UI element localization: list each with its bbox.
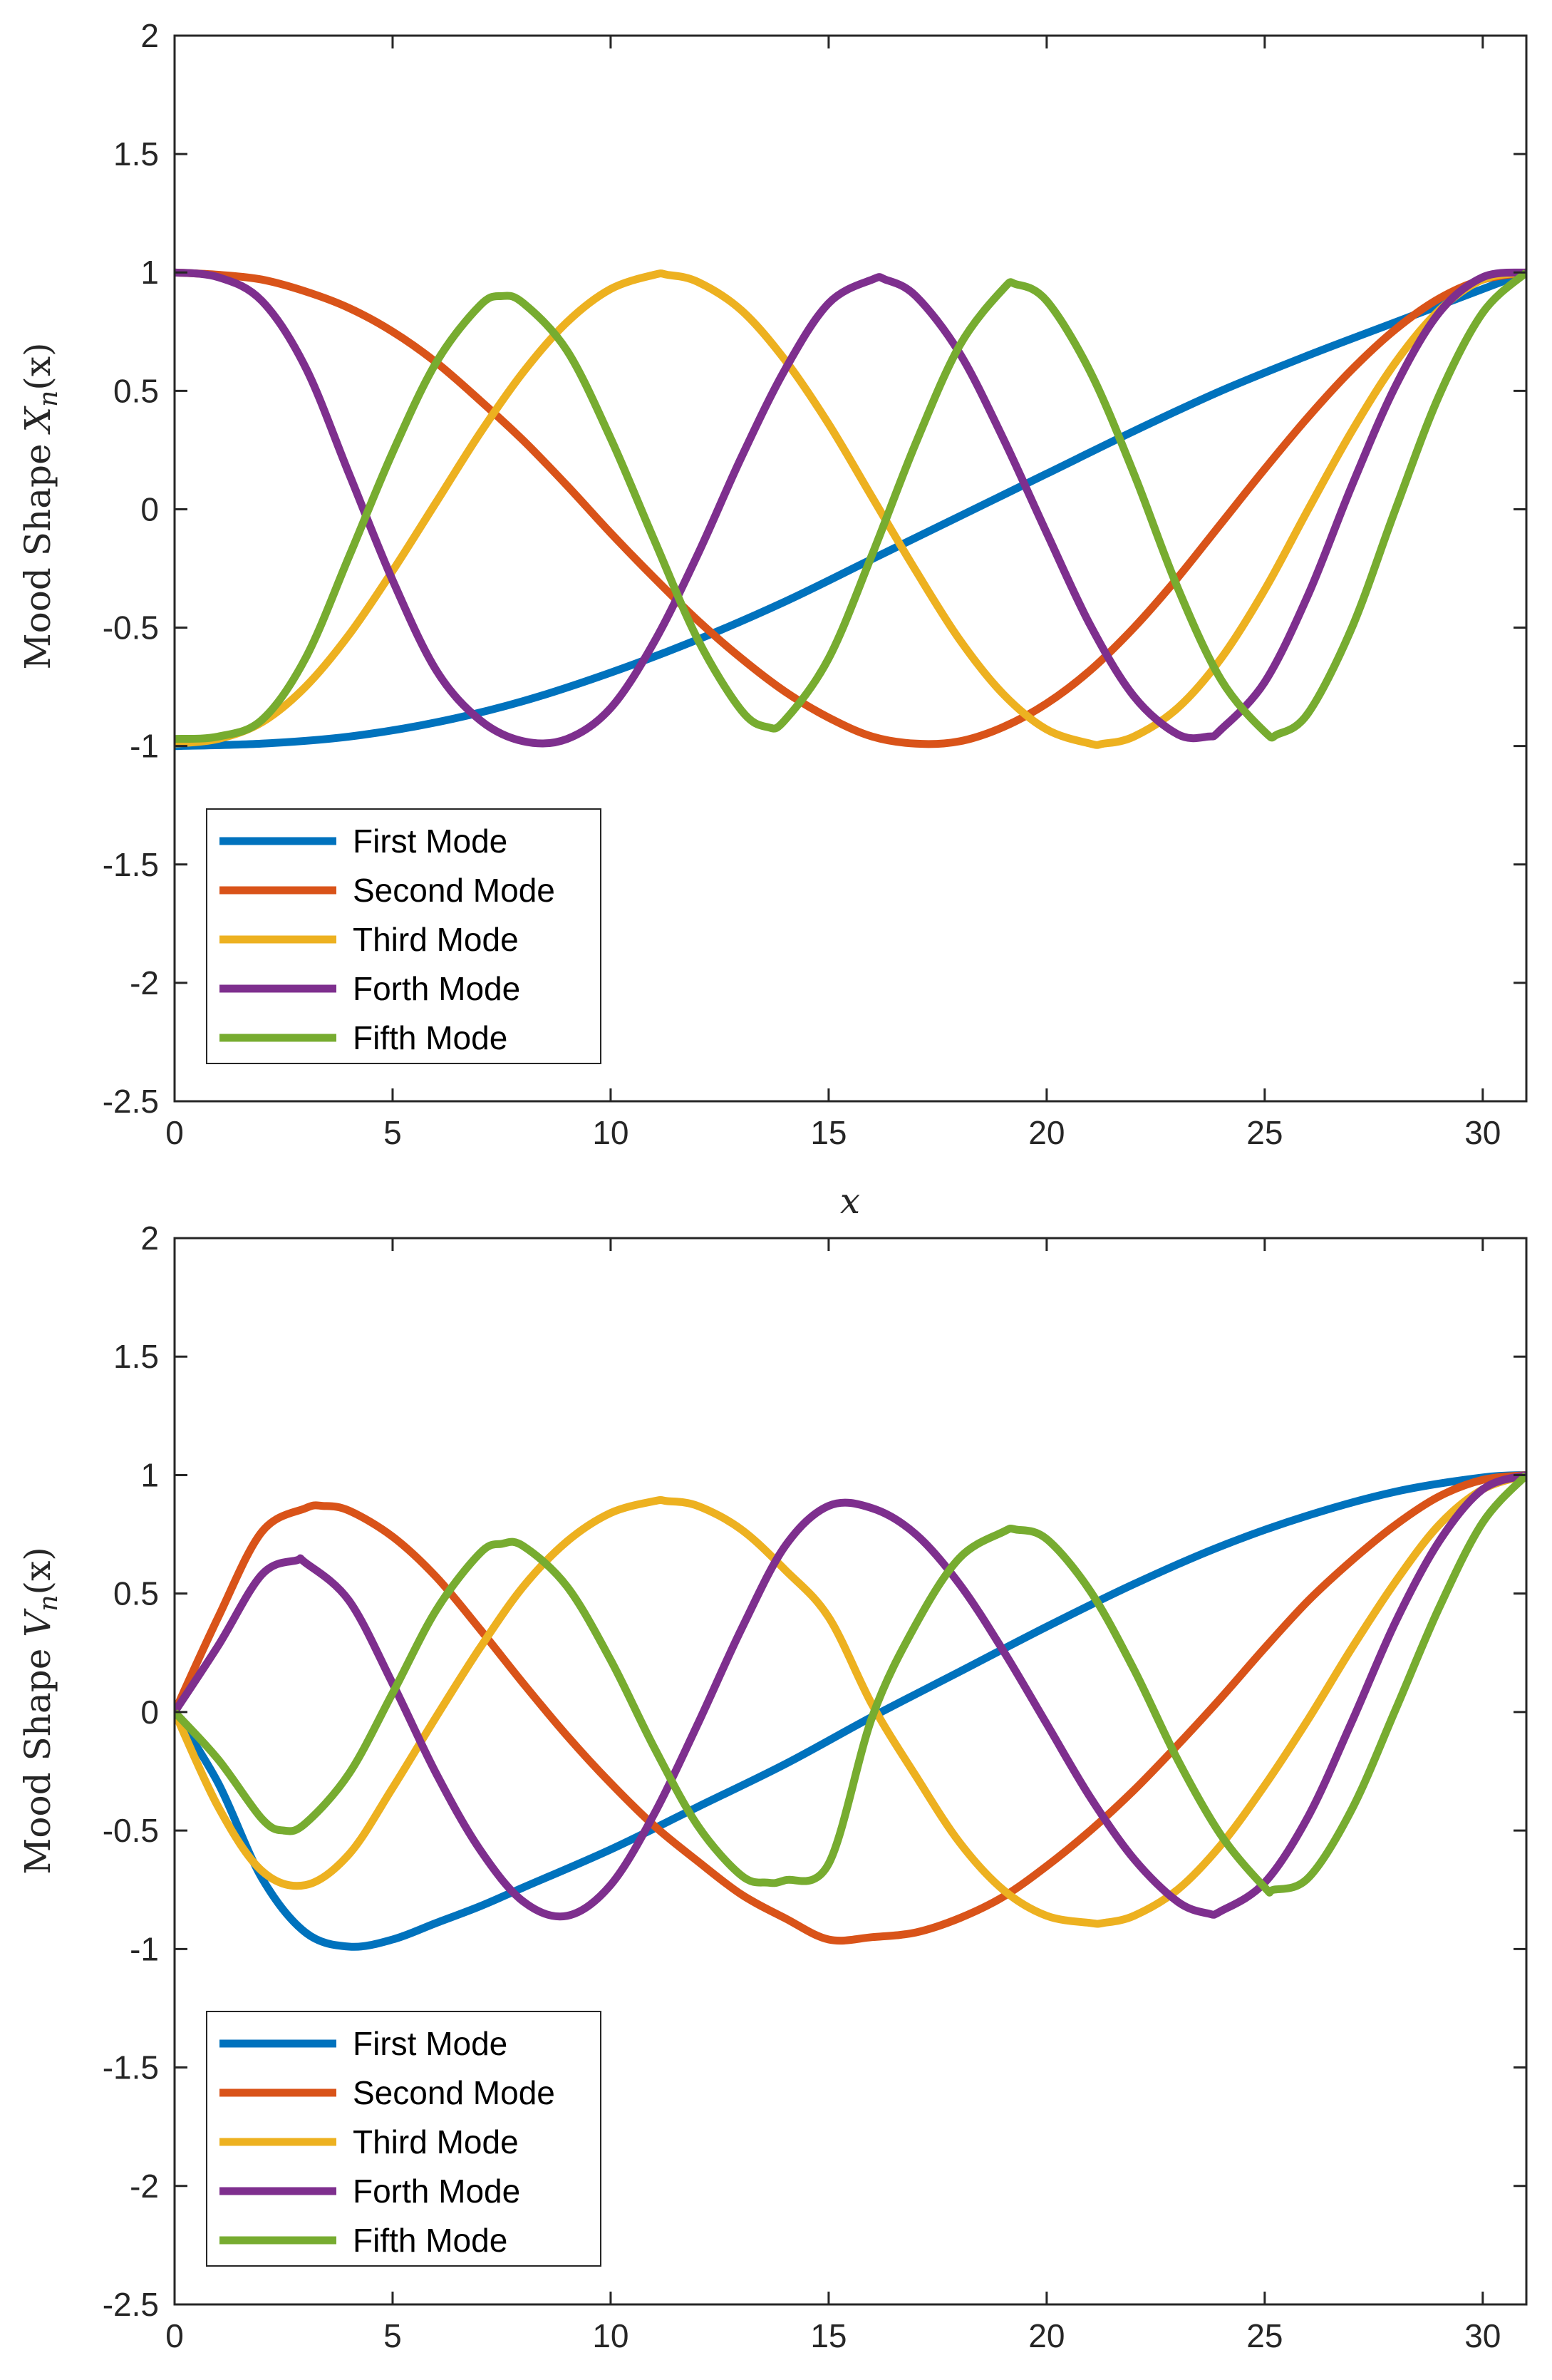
x-tick-label: 0 [165,1114,184,1151]
legend-entry-fifth-mode: Fifth Mode [219,1019,507,1056]
x-tick-label: 30 [1464,2317,1501,2354]
series-line-forth-mode [175,1471,1526,1921]
y-tick-label: -2.5 [103,1083,159,1120]
y-tick-label: 1.5 [113,1338,159,1375]
x-tick-label: 25 [1246,1114,1283,1151]
legend: First Mode Second Mode Third Mode Forth Mod… [206,2011,601,2267]
legend-entry-second-mode: Second Mode [219,2074,555,2111]
x-tick-label: 5 [383,1114,402,1151]
legend-entry-fifth-mode: Fifth Mode [219,2222,507,2259]
legend-label: Second Mode [353,872,555,909]
legend-entry-third-mode: Third Mode [219,2123,519,2160]
legend-label: First Mode [353,2025,507,2062]
legend-label: First Mode [353,823,507,860]
series-line-forth-mode [175,268,1526,748]
x-tick-label: 25 [1246,2317,1283,2354]
y-tick-label: -2.5 [103,2286,159,2323]
y-axis-label: Mood Shape Vn(x) [17,1547,63,1875]
x-tick-label: 15 [810,1114,847,1151]
y-axis-label-var: V [17,1608,58,1637]
series-line-third-mode [175,268,1526,749]
legend-entry-forth-mode: Forth Mode [219,970,520,1007]
legend-entry-forth-mode: Forth Mode [219,2173,520,2210]
y-axis-label-var: X [17,405,58,435]
plot-area-frame [173,34,1528,1103]
y-axis-label-arg: (x) [17,1547,58,1595]
y-axis-label-sub: n [34,391,63,407]
y-tick-label: -1.5 [103,846,159,883]
y-tick-label: -1 [130,728,159,765]
legend-label: Third Mode [353,921,519,958]
x-tick-label: 5 [383,2317,402,2354]
y-tick-label: -2 [130,2168,159,2205]
y-axis-label: Mood Shape Xn(x) [17,342,63,669]
x-tick-label: 20 [1028,2317,1065,2354]
series-layer [175,1470,1526,1951]
x-tick-label: 20 [1028,1114,1065,1151]
x-tick-label: 0 [165,2317,184,2354]
legend-entry-first-mode: First Mode [219,2025,507,2062]
legend-label: Forth Mode [353,2173,520,2210]
x-axis-label: x [840,1180,860,1222]
legend-label: Second Mode [353,2074,555,2111]
legend-label: Fifth Mode [353,2222,507,2259]
legend-entry-second-mode: Second Mode [219,872,555,909]
y-tick-label: 1 [140,254,159,291]
plot-area-frame [173,1237,1528,2306]
x-tick-label: 30 [1464,1114,1501,1151]
series-line-fifth-mode [175,269,1526,743]
x-tick-label: 10 [592,1114,628,1151]
legend-label: Fifth Mode [353,1019,507,1056]
legend: First Mode Second Mode Third Mode Forth Mod… [206,808,601,1064]
y-axis-label-prefix: Mood Shape [17,432,58,669]
y-tick-label: -0.5 [103,1812,159,1849]
y-tick-label: -1 [130,1930,159,1967]
axis-ticks: 0 5 10 15 20 25 30 -2.5 -2 -1.5 -1 -0.5 0 0.5 1 1.5 2 [103,1220,1526,2354]
y-axis-label-arg: (x) [17,342,58,390]
y-tick-label: 0.5 [113,372,159,409]
series-layer [175,268,1526,751]
legend-entry-third-mode: Third Mode [219,921,519,958]
legend-label: Forth Mode [353,970,520,1007]
x-tick-label: 15 [810,2317,847,2354]
series-line-fifth-mode [175,1472,1526,1897]
axis-ticks: 0 5 10 15 20 25 30 -2.5 -2 -1.5 -1 -0.5 0 0.5 1 1.5 2 [103,17,1526,1151]
y-tick-label: -2 [130,964,159,1001]
y-tick-label: -0.5 [103,609,159,646]
y-axis-label-prefix: Mood Shape [17,1637,58,1875]
series-line-second-mode [175,268,1526,748]
x-tick-label: 10 [592,2317,628,2354]
y-tick-label: 1.5 [113,135,159,172]
mode-shape-v-chart: 0 5 10 15 20 25 30 -2.5 -2 -1.5 -1 -0.5 0 0.5 1 1.5 2 Mo… [17,1220,1528,2354]
y-tick-label: 0 [140,490,159,527]
legend-label: Third Mode [353,2123,519,2160]
y-axis-label-sub: n [34,1595,63,1611]
series-line-first-mode [175,1470,1526,1951]
series-line-third-mode [175,1471,1526,1928]
y-tick-label: 2 [140,1220,159,1257]
y-tick-label: 0 [140,1694,159,1731]
y-tick-label: 1 [140,1456,159,1493]
legend-entry-first-mode: First Mode [219,823,507,860]
y-tick-label: 2 [140,17,159,54]
mode-shape-x-chart: 0 5 10 15 20 25 30-2.5-2-1.5-1-0.500.511.52 x … [17,17,1528,1222]
y-tick-label: 0.5 [113,1575,159,1612]
series-line-second-mode [175,1470,1526,1945]
y-tick-label: -1.5 [103,2049,159,2086]
